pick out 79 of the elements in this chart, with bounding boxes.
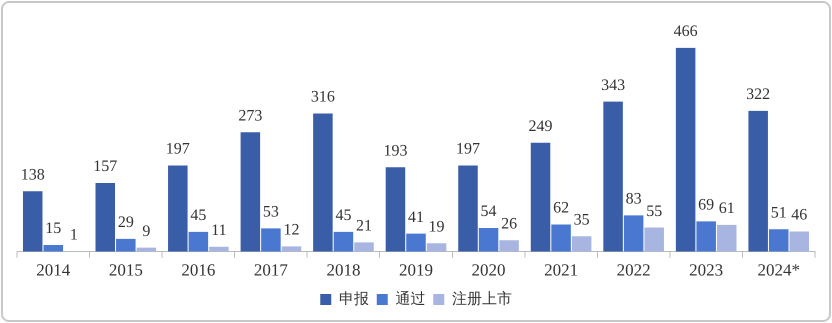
bar: [261, 228, 281, 252]
data-label: 29: [118, 214, 134, 232]
data-label: 62: [553, 200, 570, 217]
legend-label: 注册上市: [452, 289, 512, 308]
legend-label: 通过: [395, 289, 426, 308]
data-label: 322: [746, 86, 770, 104]
x-tick-label: 2021: [544, 260, 578, 280]
bar: [313, 113, 333, 252]
data-label: 15: [45, 220, 62, 238]
bar: [96, 182, 116, 252]
data-label: 11: [211, 222, 227, 239]
data-label: 316: [310, 88, 335, 106]
bar: [209, 246, 229, 252]
x-tick-label: 2018: [326, 260, 360, 280]
data-label: 51: [770, 204, 787, 222]
bar: [644, 228, 664, 252]
bar: [696, 221, 716, 252]
bar: [551, 224, 571, 252]
bar: [354, 242, 374, 252]
data-label: 9: [142, 222, 150, 240]
x-tick-label: 2022: [616, 260, 651, 280]
bar: [624, 215, 644, 252]
data-label: 46: [791, 206, 808, 224]
bar: [499, 240, 519, 252]
x-tick-label: 2017: [254, 260, 288, 280]
x-tick-label: 2014: [36, 260, 71, 280]
x-tick-label: 2015: [108, 260, 143, 280]
data-label: 193: [383, 142, 408, 160]
bar: [240, 132, 260, 252]
bar: [426, 243, 446, 252]
data-label: 26: [501, 215, 518, 232]
data-label: 466: [674, 23, 698, 40]
data-label: 61: [718, 200, 735, 218]
bar: [790, 231, 810, 252]
bar: [406, 234, 426, 252]
data-label: 21: [356, 218, 372, 235]
bar: [530, 142, 550, 252]
data-label: 1: [70, 226, 78, 244]
bar: [676, 48, 696, 252]
bar: [768, 229, 788, 252]
bar: [116, 238, 136, 252]
legend-label: 申报: [338, 289, 369, 308]
data-label: 197: [456, 140, 480, 158]
data-label: 157: [93, 158, 118, 176]
data-label: 53: [262, 204, 279, 221]
data-label: 69: [698, 196, 714, 214]
bar: [44, 245, 64, 252]
x-tick-label: 2023: [689, 260, 724, 280]
bar: [136, 248, 156, 252]
data-label: 273: [238, 107, 262, 124]
bar: [478, 228, 498, 252]
data-label: 343: [601, 76, 626, 94]
bar: [572, 236, 592, 252]
data-label: 138: [20, 166, 45, 184]
bar: [168, 165, 188, 252]
data-label: 45: [335, 207, 352, 224]
bar: [282, 246, 302, 252]
data-label: 197: [166, 140, 190, 158]
data-label: 249: [528, 118, 553, 135]
x-tick-label: 2016: [181, 260, 216, 280]
bar: [22, 191, 42, 252]
bar: [603, 102, 623, 252]
data-label: 45: [190, 207, 206, 224]
bar: [334, 232, 354, 252]
data-label: 19: [428, 218, 445, 236]
bar: [188, 232, 208, 252]
x-tick-label: 2024*: [757, 260, 800, 280]
bar: [716, 224, 736, 252]
data-label: 41: [408, 208, 424, 226]
data-label: 83: [626, 190, 642, 208]
bar: [386, 167, 406, 252]
x-tick-label: 2020: [472, 260, 506, 280]
data-label: 35: [574, 212, 590, 228]
bar: [458, 165, 478, 252]
bar: [748, 110, 768, 252]
x-tick-label: 2019: [399, 260, 433, 280]
data-label: 55: [646, 202, 662, 220]
data-label: 12: [283, 222, 300, 239]
data-label: 54: [480, 203, 497, 220]
